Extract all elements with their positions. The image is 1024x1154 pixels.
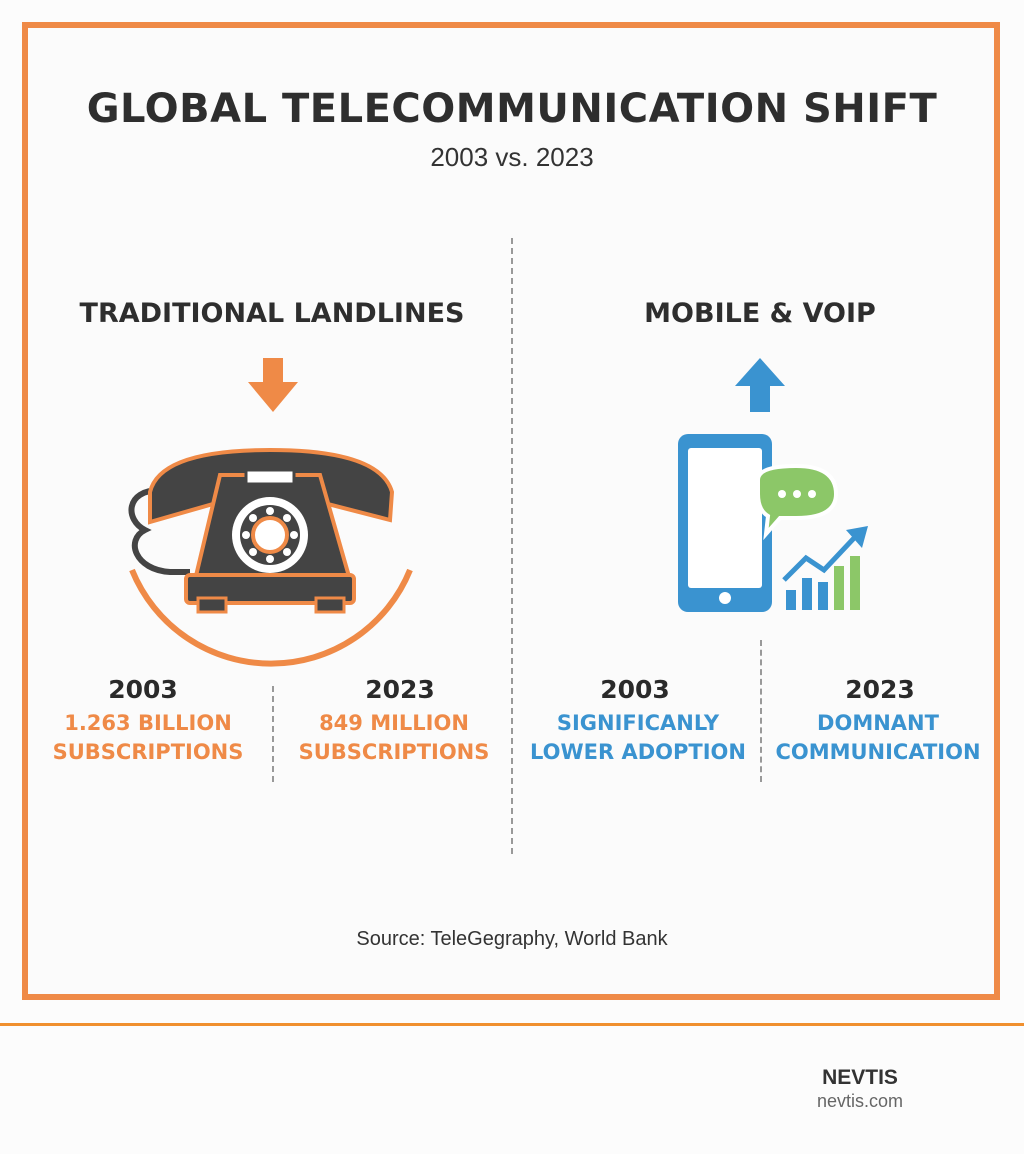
stat-line: DOMNANT xyxy=(817,711,939,735)
landline-2023-year: 2023 xyxy=(365,675,435,704)
arrow-down-icon xyxy=(248,358,298,412)
landline-2003-value: 1.263 BILLION SUBSCRIPTIONS xyxy=(18,709,278,767)
stat-line: 849 MILLION xyxy=(319,711,469,735)
stat-line: 1.263 BILLION xyxy=(64,711,232,735)
stat-line: LOWER ADOPTION xyxy=(530,740,746,764)
landline-stats-divider xyxy=(272,686,274,782)
page-title: GLOBAL TELECOMMUNICATION SHIFT xyxy=(86,86,938,132)
rotary-phone-icon xyxy=(128,447,413,667)
subtitle: 2003 vs. 2023 xyxy=(430,142,594,172)
landline-2003-year: 2003 xyxy=(108,675,178,704)
footer-brand: NEVTIS xyxy=(822,1066,898,1089)
footer-divider xyxy=(0,1023,1024,1026)
stat-line: COMMUNICATION xyxy=(775,740,981,764)
mobile-2023-year: 2023 xyxy=(845,675,915,704)
stat-line: SUBSCRIPTIONS xyxy=(52,740,244,764)
landline-2023-value: 849 MILLION SUBSCRIPTIONS xyxy=(264,709,524,767)
arrow-up-icon xyxy=(735,358,785,412)
footer-site-link[interactable]: nevtis.com xyxy=(816,1091,904,1111)
mobile-2003-year: 2003 xyxy=(600,675,670,704)
source-note: Source: TeleGegraphy, World Bank xyxy=(356,928,668,950)
landlines-heading: TRADITIONAL LANDLINES xyxy=(79,298,465,329)
mobile-2023-value: DOMNANT COMMUNICATION xyxy=(748,709,1008,767)
stat-line: SUBSCRIPTIONS xyxy=(298,740,490,764)
stat-line: SIGNIFICANLY xyxy=(556,711,720,735)
center-divider xyxy=(511,238,513,854)
smartphone-chat-growth-icon xyxy=(678,434,868,612)
mobile-stats-divider xyxy=(760,640,762,782)
mobile-2003-value: SIGNIFICANLY LOWER ADOPTION xyxy=(508,709,768,767)
mobile-heading: MOBILE & VOIP xyxy=(644,298,876,329)
